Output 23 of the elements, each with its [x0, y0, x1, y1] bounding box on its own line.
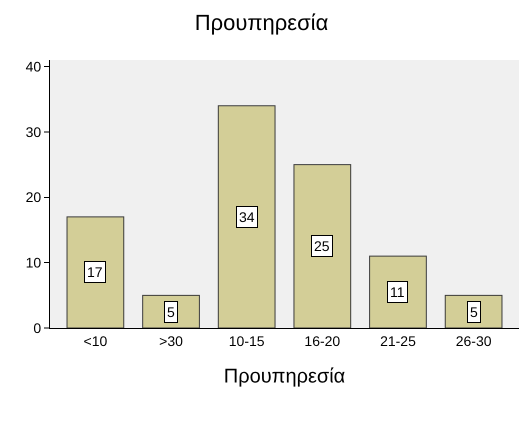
data-label: 25	[314, 238, 330, 254]
y-tick-label: 40	[26, 58, 42, 74]
x-tick-label: 21-25	[380, 332, 416, 349]
y-tick-label: 10	[26, 254, 42, 271]
x-tick-label: <10	[84, 332, 108, 349]
bar	[66, 216, 124, 328]
data-label: 17	[87, 264, 103, 280]
x-tick-label: 26-30	[456, 332, 492, 349]
y-tick-label: 20	[26, 189, 42, 206]
x-tick-label: >30	[159, 332, 184, 349]
x-axis-title: Προυπηρεσία	[224, 365, 346, 388]
x-tick-label: 10-15	[228, 332, 265, 349]
y-tick-label: 0	[33, 320, 42, 336]
chart-title: Προυπηρεσία	[194, 10, 329, 36]
data-label: 5	[470, 304, 478, 320]
y-tick-label: 30	[26, 124, 42, 140]
bar	[293, 164, 352, 328]
data-label: 11	[390, 284, 405, 300]
bar	[218, 105, 276, 328]
data-label: 5	[167, 304, 175, 320]
x-tick-label: 16-20	[304, 332, 340, 349]
data-label: 34	[239, 209, 255, 225]
bar	[369, 256, 427, 328]
